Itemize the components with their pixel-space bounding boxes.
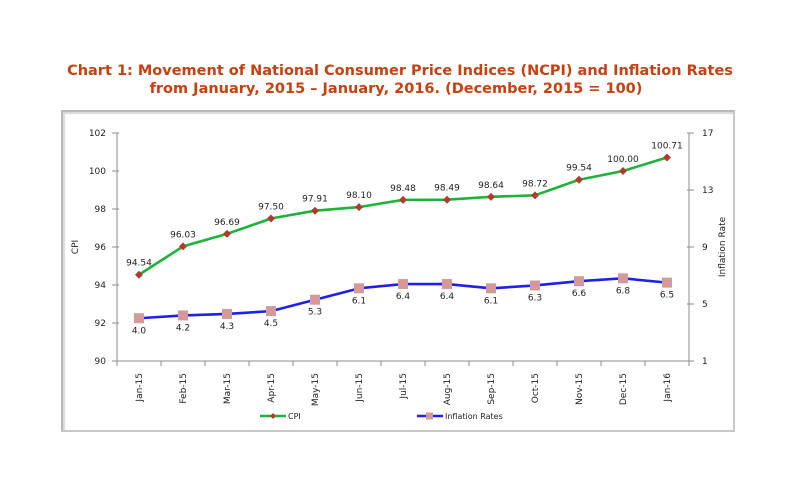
data-label: 99.54 [566, 164, 592, 174]
data-label: 6.8 [616, 286, 631, 296]
y-tick-label: 92 [95, 319, 106, 329]
data-label: 4.0 [132, 326, 147, 336]
cpi-point-marker [575, 175, 583, 184]
inflation-point-marker [486, 283, 496, 294]
x-tick-label: Jan-16 [663, 373, 673, 403]
cpi-point-marker [399, 195, 407, 204]
x-tick-label: Nov-15 [575, 373, 585, 405]
y2-tick-label: 5 [702, 300, 708, 310]
cpi-point-marker [223, 229, 231, 238]
data-labels: 94.54 96.03 96.69 97.50 97.91 98.10 98.48 98.49… [126, 142, 683, 337]
y2-tick-label: 9 [702, 243, 708, 253]
data-label: 6.6 [572, 289, 587, 299]
data-label: 6.1 [484, 296, 498, 306]
legend: CPI Inflation Rates [260, 412, 503, 421]
inflation-point-marker [222, 308, 232, 319]
data-label: 4.2 [176, 323, 190, 333]
cpi-point-marker [531, 191, 539, 200]
cpi-point-marker [355, 203, 363, 212]
data-label: 97.50 [258, 203, 284, 213]
x-tick-label: Aug-15 [443, 373, 453, 405]
y2-tick-label: 13 [702, 186, 713, 196]
series-line-cpi [138, 156, 668, 276]
inflation-point-marker [134, 313, 144, 324]
x-tick-label: Jun-15 [355, 373, 365, 403]
cpi-point-marker [311, 206, 319, 215]
cpi-point-marker [267, 214, 275, 223]
y2-axis-title: Inflation Rate [718, 216, 728, 277]
data-label: 6.4 [396, 292, 411, 302]
series-layer [134, 153, 672, 324]
legend-marker-inflation-rates [426, 412, 433, 420]
chart-title-line-1: Chart 1: Movement of National Consumer P… [67, 63, 733, 79]
data-label: 100.00 [607, 155, 639, 165]
data-label: 98.48 [390, 184, 416, 194]
data-label: 98.72 [522, 179, 548, 189]
legend-label-cpi: CPI [288, 412, 301, 421]
inflation-point-marker [662, 277, 672, 288]
chart-frame [61, 110, 735, 432]
inflation-point-marker [398, 279, 408, 290]
y2-tick-label: 1 [702, 357, 708, 367]
data-label: 98.10 [346, 191, 372, 201]
cpi-point-marker [135, 270, 143, 279]
x-tick-label: May-15 [311, 373, 321, 406]
cpi-point-marker [443, 195, 451, 204]
inflation-point-marker [310, 294, 320, 305]
inflation-point-marker [354, 283, 364, 294]
cpi-point-marker [487, 192, 495, 201]
inflation-point-marker [618, 273, 628, 284]
data-label: 97.91 [302, 195, 328, 205]
x-tick-label: Sep-15 [487, 373, 497, 405]
y-tick-label: 96 [95, 243, 107, 253]
x-tick-label: Mar-15 [223, 373, 233, 404]
x-tick-label: Feb-15 [179, 373, 189, 404]
cpi-point-marker [619, 167, 627, 175]
data-label: 4.3 [220, 322, 234, 332]
y-tick-label: 90 [95, 357, 107, 367]
inflation-point-marker [574, 276, 584, 287]
data-label: 6.3 [528, 293, 542, 303]
y-tick-label: 100 [89, 167, 106, 177]
inflation-point-marker [178, 310, 188, 321]
x-tick-label: Dec-15 [619, 373, 629, 405]
y-tick-label: 102 [89, 129, 106, 139]
axes: 90 92 94 96 98 100 102 1 5 9 13 17 Jan-15 Feb-15 Mar-1… [89, 129, 714, 406]
cpi-point-marker [179, 242, 187, 251]
data-label: 4.5 [264, 319, 278, 329]
data-label: 98.49 [434, 184, 460, 194]
data-label: 6.5 [660, 291, 674, 301]
data-label: 6.1 [352, 296, 366, 306]
x-tick-label: Oct-15 [531, 373, 541, 403]
y-tick-label: 94 [95, 281, 107, 291]
legend-marker-cpi [270, 413, 276, 419]
inflation-point-marker [442, 279, 452, 290]
data-label: 6.4 [440, 292, 455, 302]
x-tick-label: Jul-15 [399, 373, 409, 400]
legend-label-inflation-rates: Inflation Rates [445, 412, 503, 421]
data-label: 5.3 [308, 308, 322, 318]
y-axis-title: CPI [71, 240, 81, 254]
y2-tick-label: 17 [702, 129, 713, 139]
data-label: 98.64 [478, 181, 504, 191]
inflation-point-marker [266, 306, 276, 317]
data-label: 94.54 [126, 259, 152, 269]
x-tick-label: Jan-15 [135, 373, 145, 403]
data-label: 96.03 [170, 230, 196, 240]
x-tick-label: Apr-15 [267, 373, 277, 403]
cpi-point-marker [663, 153, 671, 162]
y-tick-label: 98 [95, 205, 107, 215]
data-label: 100.71 [651, 142, 683, 152]
inflation-point-marker [530, 280, 540, 291]
data-label: 96.69 [214, 218, 240, 228]
chart-title-line-2: from January, 2015 – January, 2016. (Dec… [149, 81, 643, 97]
